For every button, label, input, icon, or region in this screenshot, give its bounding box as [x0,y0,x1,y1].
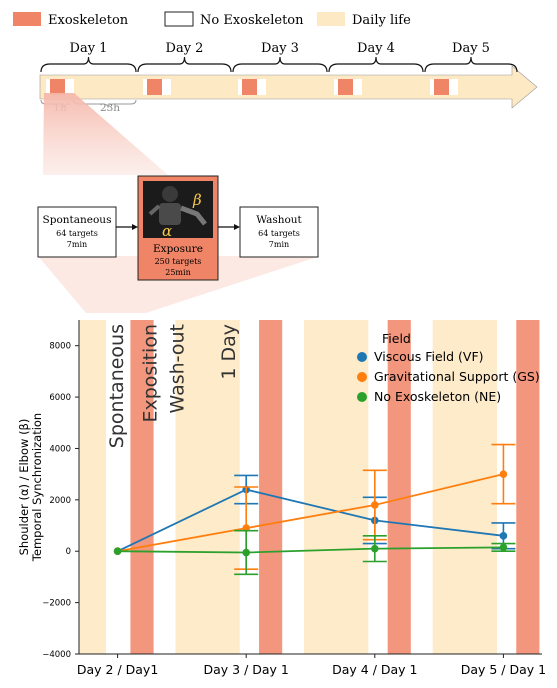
day-brace-5 [424,56,518,73]
day-brace-1 [40,56,137,73]
photo-arm-left [148,204,161,216]
photo-arm [180,205,207,226]
band-daily-3 [432,320,497,654]
zoom-wedge-top [43,93,168,175]
band-exo-3 [516,320,540,654]
legend-label-2: No Exoskeleton (NE) [374,389,501,404]
point-2-3 [499,543,508,552]
series-line-2 [117,546,504,554]
band-daily-0 [79,320,107,654]
band-exo-1 [259,320,283,654]
timeline-day-label-3: Day 3 [261,41,299,56]
legend-title: Field [382,331,411,346]
point-2-0 [113,547,122,556]
timeline-day-label-4: Day 4 [357,41,395,56]
timeline-day-label-1: Day 1 [70,41,108,56]
y-tick-label-5: 6000 [49,393,71,403]
timeline-exo-day-1 [50,79,65,95]
phase-label-2: Wash-out [167,324,189,413]
y-tick-label-3: 2000 [49,496,71,506]
beta-label: β [192,191,202,209]
legend-marker-2 [357,392,367,402]
legend-label-no-exoskeleton: No Exoskeleton [200,13,304,28]
timeline-daily-day-5 [458,79,514,95]
photo-head [162,186,178,202]
duration-23h: 23h [100,102,120,114]
timeline-exo-day-3 [242,79,257,95]
legend-swatch-exoskeleton [13,12,41,26]
timeline-exo-day-2 [147,79,162,95]
spontaneous-time: 7min [67,240,87,249]
band-daily-1 [175,320,240,654]
washout-time: 7min [269,240,289,249]
legend-label-exoskeleton: Exoskeleton [48,13,129,28]
spontaneous-title: Spontaneous [43,214,112,226]
top-legend: Exoskeleton No Exoskeleton Daily life [13,11,411,28]
sync-chart: −4000 −2000 0 2000 4000 6000 8000 Day 2 / Day1 D… [17,320,546,677]
exposure-targets: 250 targets [155,257,202,266]
spontaneous-targets: 64 targets [56,229,98,238]
timeline-day-label-5: Day 5 [452,41,490,56]
y-tick-label-1: −2000 [42,599,71,609]
timeline-exo-day-4 [338,79,353,95]
x-tick-label-0: Day 2 / Day1 [77,662,158,677]
series-line-0 [117,488,504,553]
arrowhead-1 [132,224,138,230]
y-axis-label-line-2: Temporal Synchronization [30,413,44,562]
y-tick-label-0: −4000 [42,650,71,660]
legend-label-0: Viscous Field (VF) [374,349,484,364]
series-line-1 [117,473,504,553]
arrowhead-2 [234,224,240,230]
photo-body [159,203,181,225]
point-2-1 [242,548,250,557]
spontaneous-box [37,206,117,258]
day-brace-2 [137,56,232,73]
point-0-3 [499,532,508,540]
zoom-wedge-bottom [38,256,320,313]
point-1-3 [499,470,508,478]
legend-marker-0 [357,352,367,362]
exposure-time: 25min [165,268,190,277]
timeline-daily-day-2 [171,79,228,95]
y-tick-label-2: 0 [66,547,71,557]
band-exo-0 [130,320,154,654]
y-tick-label-4: 4000 [49,444,71,454]
phase-label-1: Exposition [140,324,162,423]
x-tick-label-3: Day 5 / Day 1 [461,662,546,677]
timeline-daily-day-1 [74,79,133,95]
legend-swatch-no-exoskeleton [164,11,194,27]
timeline-daily-day-4 [362,79,420,95]
day-brace-4 [328,56,424,73]
timeline-exo-day-5 [434,79,449,95]
protocol-diagram: Spontaneous 64 targets 7min α β Exposure… [37,175,319,281]
band-exo-2 [387,320,411,654]
washout-box [239,206,319,258]
point-2-2 [371,544,379,553]
legend-swatch-daily-life [317,12,345,26]
alpha-label: α [162,222,172,240]
x-tick-label-2: Day 4 / Day 1 [332,662,417,677]
legend-marker-1 [357,372,367,382]
y-axis-label: Shoulder (α) / Elbow (β)Temporal Synchro… [17,413,44,562]
legend-label-daily-life: Daily life [352,13,411,28]
exposure-title: Exposure [153,243,203,255]
point-1-2 [371,501,379,509]
phase-label-3: 1 Day [218,324,240,380]
x-tick-label-1: Day 3 / Day 1 [203,662,288,677]
timeline-daily-day-3 [266,79,324,95]
y-axis-label-line-1: Shoulder (α) / Elbow (β) [17,419,31,556]
day-brace-3 [232,56,328,73]
washout-targets: 64 targets [258,229,300,238]
timeline-day-label-2: Day 2 [166,41,204,56]
phase-label-0: Spontaneous [106,324,128,448]
washout-title: Washout [256,214,302,226]
y-tick-label-6: 8000 [49,342,71,352]
band-daily-2 [304,320,369,654]
legend-label-1: Gravitational Support (GS) [374,369,540,384]
